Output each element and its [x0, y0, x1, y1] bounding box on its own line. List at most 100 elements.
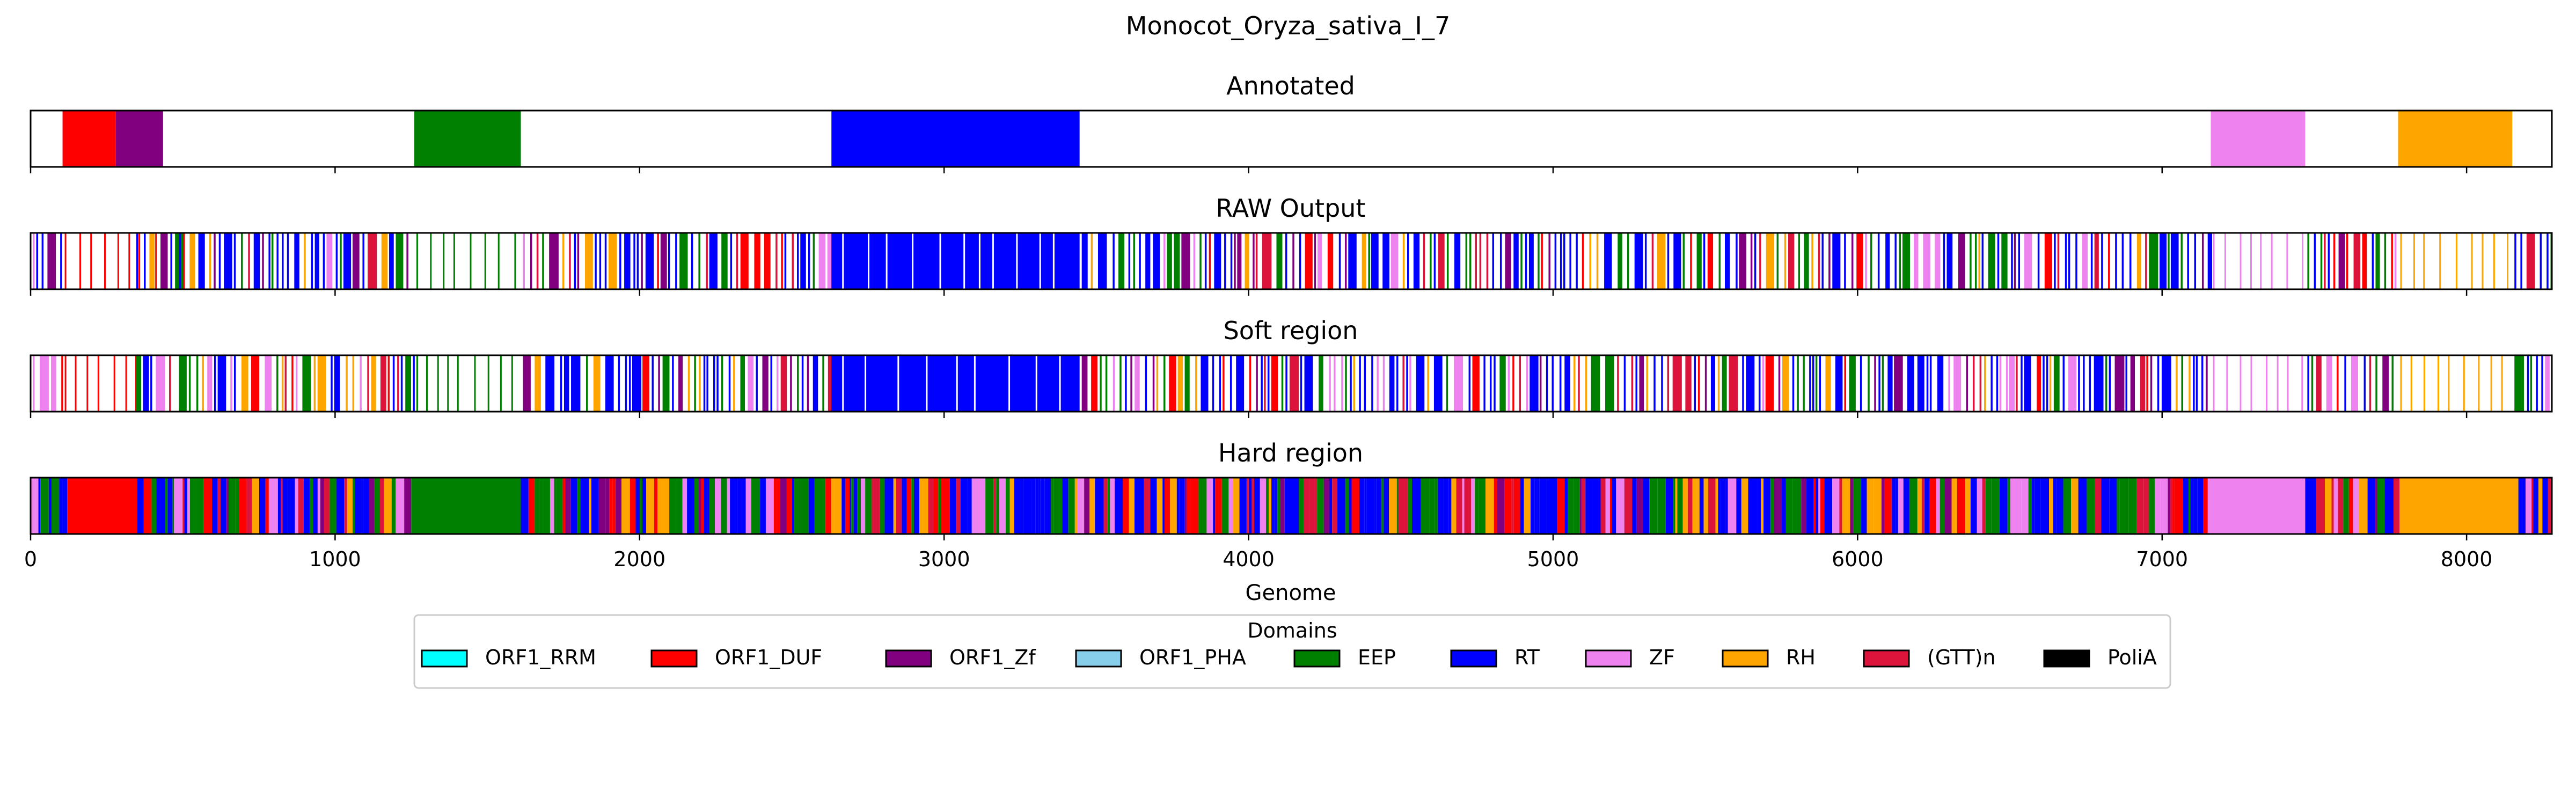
segment-RT [1917, 355, 1924, 412]
segment-EEP [851, 478, 854, 534]
segment-ZF [999, 478, 1006, 534]
segment-RH [1129, 478, 1135, 534]
segment-RT [343, 233, 352, 289]
segment-RT [2367, 478, 2375, 534]
segment-RH [2490, 355, 2492, 412]
segment-ORF1_Zf [2201, 233, 2204, 289]
segment-ZF [2014, 478, 2022, 534]
segment-ZF [2260, 233, 2262, 289]
segment-RT [1612, 478, 1616, 534]
segment-RH [2358, 478, 2368, 534]
segment-ORF1_Zf [641, 233, 643, 289]
segment-RT [1757, 478, 1761, 534]
segment-(GTT)n [736, 233, 738, 289]
segment-ORF1_DUF [251, 355, 260, 412]
segment-(GTT)n [281, 478, 283, 534]
segment-ORF1_Zf [1152, 355, 1155, 412]
segment-ZF [1999, 355, 2002, 412]
segment-RT [1179, 478, 1185, 534]
segment-ORF1_DUF [125, 355, 127, 412]
segment-EEP [1105, 355, 1108, 412]
segment-gap [1039, 233, 1041, 289]
segment-EEP [52, 478, 60, 534]
segment-RH [241, 355, 248, 412]
segment-EEP [474, 355, 476, 412]
segment-EEP [136, 355, 141, 412]
segment-RH [1715, 478, 1718, 534]
segment-RT [336, 478, 345, 534]
segment-RT [1406, 355, 1408, 412]
segment-RT [1031, 478, 1036, 534]
segment-(GTT)n [2331, 478, 2334, 534]
segment-EEP [1677, 478, 1683, 534]
segment-RT [574, 233, 576, 289]
segment-RH [352, 355, 355, 412]
segment-RT [1530, 478, 1535, 534]
segment-RH [593, 355, 601, 412]
segment-EEP [1776, 233, 1779, 289]
segment-RH [1524, 478, 1531, 534]
segment-RH [2136, 233, 2141, 289]
legend-label: (GTT)n [1927, 646, 1996, 669]
segment-RH [2189, 355, 2191, 412]
segment-(GTT)n [1332, 478, 1337, 534]
segment-RT [1703, 233, 1706, 289]
segment-ORF1_DUF [1209, 233, 1211, 289]
segment-RT [277, 478, 281, 534]
track-frame [30, 109, 2553, 168]
segment-RT [813, 355, 818, 412]
segment-EEP [2128, 478, 2137, 534]
segment-RT [2363, 355, 2366, 412]
segment-EEP [669, 478, 675, 534]
segment-RT [1635, 355, 1638, 412]
segment-RT [143, 355, 149, 412]
segment-RT [1563, 233, 1565, 289]
segment-(GTT)n [380, 355, 386, 412]
segment-RT [1230, 233, 1233, 289]
segment-(GTT)n [1402, 355, 1404, 412]
segment-RH [384, 478, 392, 534]
segment-ORF1_DUF [2531, 478, 2534, 534]
segment-EEP [1499, 355, 1506, 412]
segment-RT [1416, 355, 1425, 412]
segment-EEP [1785, 478, 1792, 534]
segment-RT [313, 478, 318, 534]
segment-RT [2183, 478, 2189, 534]
segment-RH [2482, 233, 2484, 289]
segment-RT [362, 233, 364, 289]
segment-ORF1_Zf [1850, 478, 1853, 534]
segment-ZF [765, 478, 774, 534]
segment-RT [233, 233, 236, 289]
segment-RT [1274, 478, 1278, 534]
segment-RT [1560, 233, 1562, 289]
segment-ORF1_Zf [1344, 233, 1347, 289]
segment-EEP [2384, 233, 2387, 289]
segment-RT [730, 478, 737, 534]
segment-RT [1437, 478, 1444, 534]
segment-RT [1201, 355, 1209, 412]
segment-(GTT)n [2136, 478, 2144, 534]
segment-RH [2071, 478, 2079, 534]
segment-EEP [1722, 355, 1727, 412]
segment-EEP [1119, 355, 1122, 412]
segment-ORF1_Zf [1704, 355, 1707, 412]
segment-ORF1_DUF [79, 233, 81, 289]
segment-EEP [470, 233, 472, 289]
segment-EEP [1345, 478, 1349, 534]
segment-RT [1125, 355, 1127, 412]
segment-ORF1_DUF [781, 233, 783, 289]
segment-EEP [1198, 478, 1207, 534]
segment-ORF1_DUF [64, 233, 67, 289]
segment-RH [1402, 233, 1405, 289]
segment-ZF [827, 233, 833, 289]
segment-RT [1576, 233, 1578, 289]
segment-EEP [1792, 478, 1802, 534]
segment-(GTT)n [1309, 478, 1318, 534]
segment-RT [1990, 355, 1993, 412]
segment-(GTT)n [872, 478, 880, 534]
segment-(GTT)n [246, 478, 252, 534]
segment-RT [1547, 478, 1549, 534]
segment-RT [2309, 478, 2316, 534]
segment-RT [1224, 233, 1226, 289]
segment-RT [1520, 478, 1524, 534]
